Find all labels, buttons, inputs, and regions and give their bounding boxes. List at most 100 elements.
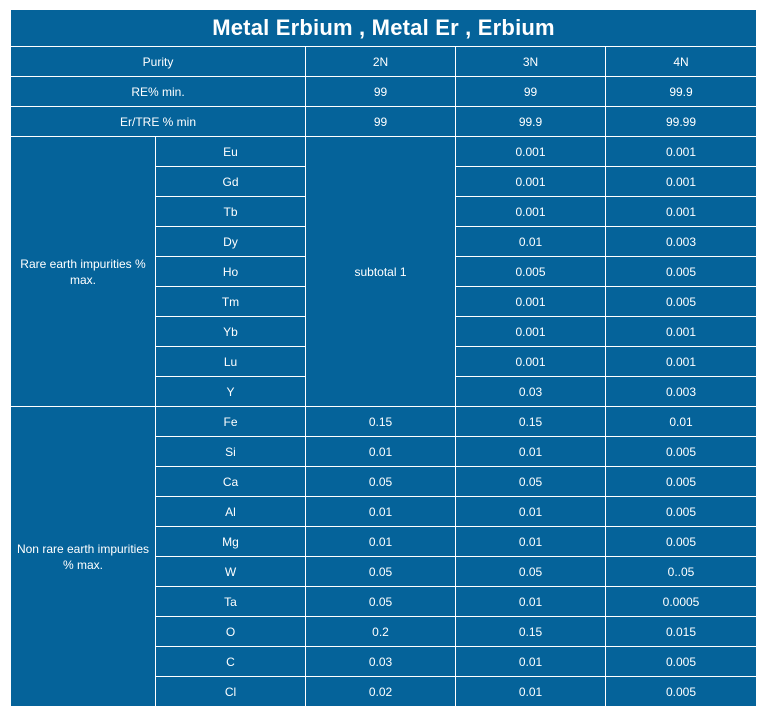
non-rare-earth-row: Al 0.01 0.01 0.005 [11,496,757,527]
purity-header-row: Purity 2N 3N 4N [10,46,757,77]
value-3n-cell: 0.01 [455,436,606,467]
value-4n-cell: 0.005 [605,466,757,497]
spec-table-body: Metal Erbium , Metal Er , Erbium Purity … [10,9,757,707]
element-cell: C [155,646,306,677]
value-4n-cell: 0.001 [605,346,757,377]
summary-label: Er/TRE % min [10,106,306,137]
value-4n-cell: 0.005 [605,286,757,317]
element-cell: W [155,556,306,587]
rare-earth-row: Ho 0.005 0.005 [11,256,757,287]
non-rare-earth-row: Ca 0.05 0.05 0.005 [11,466,757,497]
value-3n-cell: 0.001 [455,346,606,377]
value-3n-cell: 0.01 [455,226,606,257]
value-4n-cell: 0.005 [605,676,757,707]
title-row: Metal Erbium , Metal Er , Erbium [10,9,757,47]
grade-header-2n: 2N [305,46,456,77]
non-rare-earth-row: W 0.05 0.05 0..05 [11,556,757,587]
value-3n-cell: 0.01 [455,526,606,557]
element-cell: Lu [155,346,306,377]
value-4n-cell: 0.015 [605,616,757,647]
value-4n-cell: 0.005 [605,526,757,557]
rare-earth-row: Yb 0.001 0.001 [11,316,757,347]
value-4n-cell: 0.005 [605,256,757,287]
element-cell: Cl [155,676,306,707]
value-2n-cell: 0.2 [305,616,456,647]
element-cell: Si [155,436,306,467]
element-cell: Ta [155,586,306,617]
value-3n-cell: 0.001 [455,286,606,317]
value-4n-cell: 0.005 [605,436,757,467]
value-3n-cell: 0.03 [455,376,606,407]
rare-earth-row: Dy 0.01 0.003 [11,226,757,257]
summary-row-re-min: RE% min. 99 99 99.9 [10,76,757,107]
summary-value-3n: 99 [455,76,606,107]
value-2n-cell: 0.15 [305,406,456,437]
summary-value-2n: 99 [305,76,456,107]
element-cell: Dy [155,226,306,257]
value-2n-cell: 0.01 [305,436,456,467]
table-title: Metal Erbium , Metal Er , Erbium [10,9,757,47]
value-4n-cell: 0.001 [605,136,757,167]
value-4n-cell: 0.01 [605,406,757,437]
element-cell: Yb [155,316,306,347]
rare-earth-row: Tb 0.001 0.001 [11,196,757,227]
summary-value-3n: 99.9 [455,106,606,137]
value-3n-cell: 0.15 [455,406,606,437]
value-2n-cell: 0.02 [305,676,456,707]
purity-header-label: Purity [10,46,306,77]
value-4n-cell: 0.001 [605,196,757,227]
non-rare-earth-row: C 0.03 0.01 0.005 [11,646,757,677]
value-2n-cell: 0.05 [305,466,456,497]
value-4n-cell: 0.001 [605,316,757,347]
rare-earth-row: Gd 0.001 0.001 [11,166,757,197]
non-rare-earth-row: O 0.2 0.15 0.015 [11,616,757,647]
value-2n-cell: 0.05 [305,586,456,617]
summary-value-4n: 99.99 [605,106,757,137]
value-3n-cell: 0.001 [455,166,606,197]
value-3n-cell: 0.15 [455,616,606,647]
erbium-spec-table: Metal Erbium , Metal Er , Erbium Purity … [10,9,757,707]
value-3n-cell: 0.01 [455,586,606,617]
rare-earth-row: Tm 0.001 0.005 [11,286,757,317]
rare-earth-subtotal-2n: subtotal 1 [305,136,456,407]
non-rare-earth-row: Cl 0.02 0.01 0.005 [11,676,757,707]
element-cell: Gd [155,166,306,197]
non-rare-earth-row: Mg 0.01 0.01 0.005 [11,526,757,557]
element-cell: Fe [155,406,306,437]
element-cell: Y [155,376,306,407]
element-cell: Mg [155,526,306,557]
element-cell: Ho [155,256,306,287]
value-3n-cell: 0.001 [455,196,606,227]
value-3n-cell: 0.001 [455,316,606,347]
rare-earth-row: Lu 0.001 0.001 [11,346,757,377]
value-4n-cell: 0..05 [605,556,757,587]
summary-value-2n: 99 [305,106,456,137]
element-cell: Tm [155,286,306,317]
non-rare-earth-row: Ta 0.05 0.01 0.0005 [11,586,757,617]
value-3n-cell: 0.01 [455,496,606,527]
summary-row-er-tre-min: Er/TRE % min 99 99.9 99.99 [10,106,757,137]
element-cell: Tb [155,196,306,227]
value-4n-cell: 0.003 [605,226,757,257]
element-cell: Ca [155,466,306,497]
summary-label: RE% min. [10,76,306,107]
value-3n-cell: 0.05 [455,466,606,497]
value-2n-cell: 0.01 [305,526,456,557]
summary-value-4n: 99.9 [605,76,757,107]
value-4n-cell: 0.001 [605,166,757,197]
value-4n-cell: 0.005 [605,496,757,527]
grade-header-4n: 4N [605,46,757,77]
element-cell: O [155,616,306,647]
non-rare-earth-group-label: Non rare earth impurities % max. [10,406,156,707]
value-4n-cell: 0.003 [605,376,757,407]
value-3n-cell: 0.05 [455,556,606,587]
value-4n-cell: 0.0005 [605,586,757,617]
value-3n-cell: 0.01 [455,646,606,677]
value-2n-cell: 0.03 [305,646,456,677]
spec-table-container: Metal Erbium , Metal Er , Erbium Purity … [10,9,757,707]
element-cell: Eu [155,136,306,167]
grade-header-3n: 3N [455,46,606,77]
value-3n-cell: 0.005 [455,256,606,287]
value-4n-cell: 0.005 [605,646,757,677]
element-cell: Al [155,496,306,527]
